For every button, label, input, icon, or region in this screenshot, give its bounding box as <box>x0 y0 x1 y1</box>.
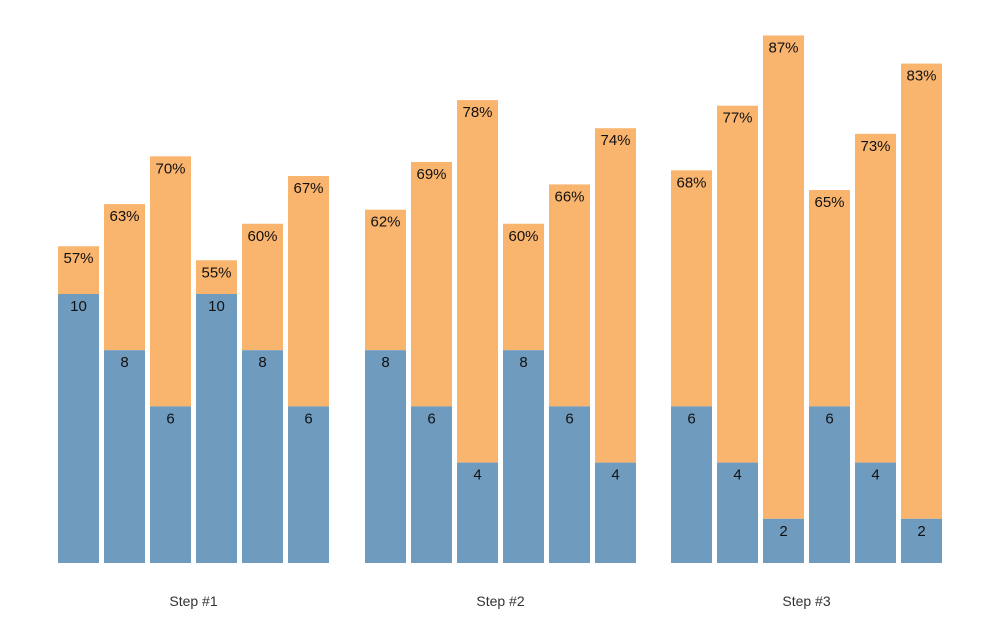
value-data-label: 4 <box>473 467 481 484</box>
bar-top-segment <box>288 175 329 407</box>
bar-top-segment <box>196 260 237 294</box>
pct-data-label: 63% <box>109 208 139 225</box>
pct-data-label: 55% <box>201 264 231 281</box>
bar-top-segment <box>763 35 804 519</box>
bar-base-segment <box>196 294 237 563</box>
pct-data-label: 67% <box>293 180 323 197</box>
pct-data-label: 69% <box>416 166 446 183</box>
value-data-label: 8 <box>120 354 128 371</box>
bar-top-segment <box>549 184 590 407</box>
pct-data-label: 74% <box>600 132 630 149</box>
x-tick-label: Step #1 <box>169 593 217 609</box>
value-data-label: 2 <box>917 523 925 540</box>
bar-base-segment <box>671 406 712 563</box>
pct-data-label: 66% <box>554 188 584 205</box>
pct-data-label: 57% <box>63 250 93 267</box>
x-tick-label: Step #2 <box>476 593 524 609</box>
bar-top-segment <box>855 133 896 463</box>
bar-base-segment <box>104 350 145 563</box>
bar-base-segment <box>901 518 942 563</box>
bar-base-segment <box>503 350 544 563</box>
value-data-label: 10 <box>208 298 225 315</box>
pct-data-label: 73% <box>860 138 890 155</box>
bar-base-segment <box>809 406 850 563</box>
bar-base-segment <box>717 462 758 563</box>
bar-top-segment <box>809 190 850 407</box>
bar-top-segment <box>365 209 406 351</box>
pct-data-label: 68% <box>676 174 706 191</box>
pct-data-label: 62% <box>370 214 400 231</box>
pct-data-label: 70% <box>155 160 185 177</box>
value-data-label: 6 <box>304 410 312 427</box>
value-data-label: 8 <box>519 354 527 371</box>
pct-data-label: 60% <box>508 228 538 245</box>
bar-base-segment <box>855 462 896 563</box>
bar-base-segment <box>150 406 191 563</box>
bar-top-segment <box>58 246 99 294</box>
value-data-label: 10 <box>70 298 87 315</box>
bar-top-segment <box>901 63 942 519</box>
pct-data-label: 83% <box>906 68 936 85</box>
value-data-label: 6 <box>427 410 435 427</box>
bar-base-segment <box>58 294 99 563</box>
value-data-label: 2 <box>779 523 787 540</box>
pct-data-label: 60% <box>247 228 277 245</box>
bar-top-segment <box>150 156 191 407</box>
bar-base-segment <box>365 350 406 563</box>
bar-base-segment <box>595 462 636 563</box>
value-data-label: 4 <box>611 467 619 484</box>
value-data-label: 4 <box>871 467 879 484</box>
value-data-label: 6 <box>687 410 695 427</box>
bar-base-segment <box>288 406 329 563</box>
bar-top-segment <box>503 223 544 351</box>
value-data-label: 8 <box>381 354 389 371</box>
value-data-label: 6 <box>166 410 174 427</box>
bar-top-segment <box>717 105 758 463</box>
pct-data-label: 87% <box>768 39 798 56</box>
value-data-label: 6 <box>565 410 573 427</box>
bar-top-segment <box>671 170 712 407</box>
bar-top-segment <box>411 161 452 407</box>
value-data-label: 6 <box>825 410 833 427</box>
bar-base-segment <box>411 406 452 563</box>
bar-top-segment <box>595 128 636 463</box>
value-data-label: 4 <box>733 467 741 484</box>
x-tick-label: Step #3 <box>782 593 830 609</box>
bar-base-segment <box>242 350 283 563</box>
pct-data-label: 65% <box>814 194 844 211</box>
pct-data-label: 78% <box>462 104 492 121</box>
bar-top-segment <box>457 100 498 463</box>
bar-top-segment <box>104 204 145 351</box>
bar-base-segment <box>549 406 590 563</box>
bar-base-segment <box>457 462 498 563</box>
bar-base-segment <box>763 518 804 563</box>
bar-top-segment <box>242 223 283 351</box>
pct-data-label: 77% <box>722 110 752 127</box>
value-data-label: 8 <box>258 354 266 371</box>
